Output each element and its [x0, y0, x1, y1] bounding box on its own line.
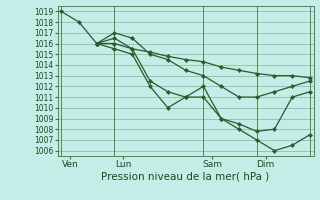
X-axis label: Pression niveau de la mer( hPa ): Pression niveau de la mer( hPa )	[101, 172, 270, 182]
